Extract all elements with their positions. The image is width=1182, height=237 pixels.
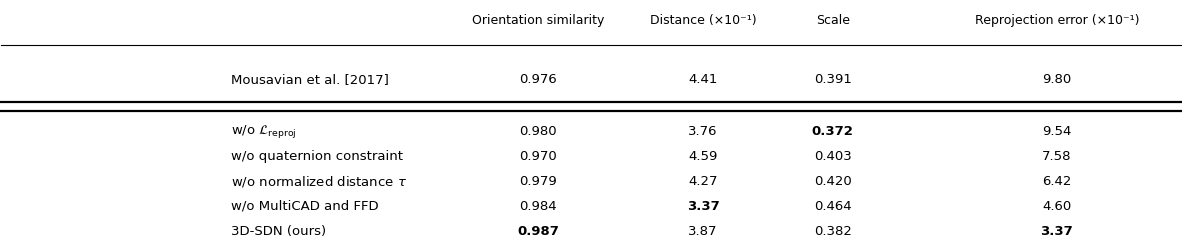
Text: 3.76: 3.76 [688,125,717,138]
Text: Mousavian et al. [2017]: Mousavian et al. [2017] [232,73,389,86]
Text: 0.984: 0.984 [519,200,557,213]
Text: 3D-SDN (ours): 3D-SDN (ours) [232,225,326,237]
Text: 0.979: 0.979 [519,175,557,188]
Text: 4.59: 4.59 [688,150,717,163]
Text: 0.382: 0.382 [813,225,852,237]
Text: 0.987: 0.987 [517,225,559,237]
Text: 0.420: 0.420 [814,175,851,188]
Text: 4.27: 4.27 [688,175,717,188]
Text: Scale: Scale [816,14,850,27]
Text: Distance (×10⁻¹): Distance (×10⁻¹) [650,14,756,27]
Text: 0.372: 0.372 [812,125,853,138]
Text: 3.87: 3.87 [688,225,717,237]
Text: w/o $\mathcal{L}_{\mathrm{reproj}}$: w/o $\mathcal{L}_{\mathrm{reproj}}$ [232,123,297,140]
Text: 7.58: 7.58 [1043,150,1072,163]
Text: Orientation similarity: Orientation similarity [472,14,604,27]
Text: 0.970: 0.970 [519,150,557,163]
Text: 0.464: 0.464 [814,200,851,213]
Text: 0.976: 0.976 [519,73,557,86]
Text: 3.37: 3.37 [687,200,720,213]
Text: 4.41: 4.41 [688,73,717,86]
Text: w/o MultiCAD and FFD: w/o MultiCAD and FFD [232,200,379,213]
Text: w/o normalized distance $\tau$: w/o normalized distance $\tau$ [232,174,408,189]
Text: w/o quaternion constraint: w/o quaternion constraint [232,150,403,163]
Text: 0.403: 0.403 [814,150,851,163]
Text: 4.60: 4.60 [1043,200,1071,213]
Text: Reprojection error (×10⁻¹): Reprojection error (×10⁻¹) [974,14,1139,27]
Text: 0.980: 0.980 [519,125,557,138]
Text: 0.391: 0.391 [813,73,852,86]
Text: 6.42: 6.42 [1043,175,1071,188]
Text: 9.80: 9.80 [1043,73,1071,86]
Text: 9.54: 9.54 [1043,125,1071,138]
Text: 3.37: 3.37 [1040,225,1073,237]
